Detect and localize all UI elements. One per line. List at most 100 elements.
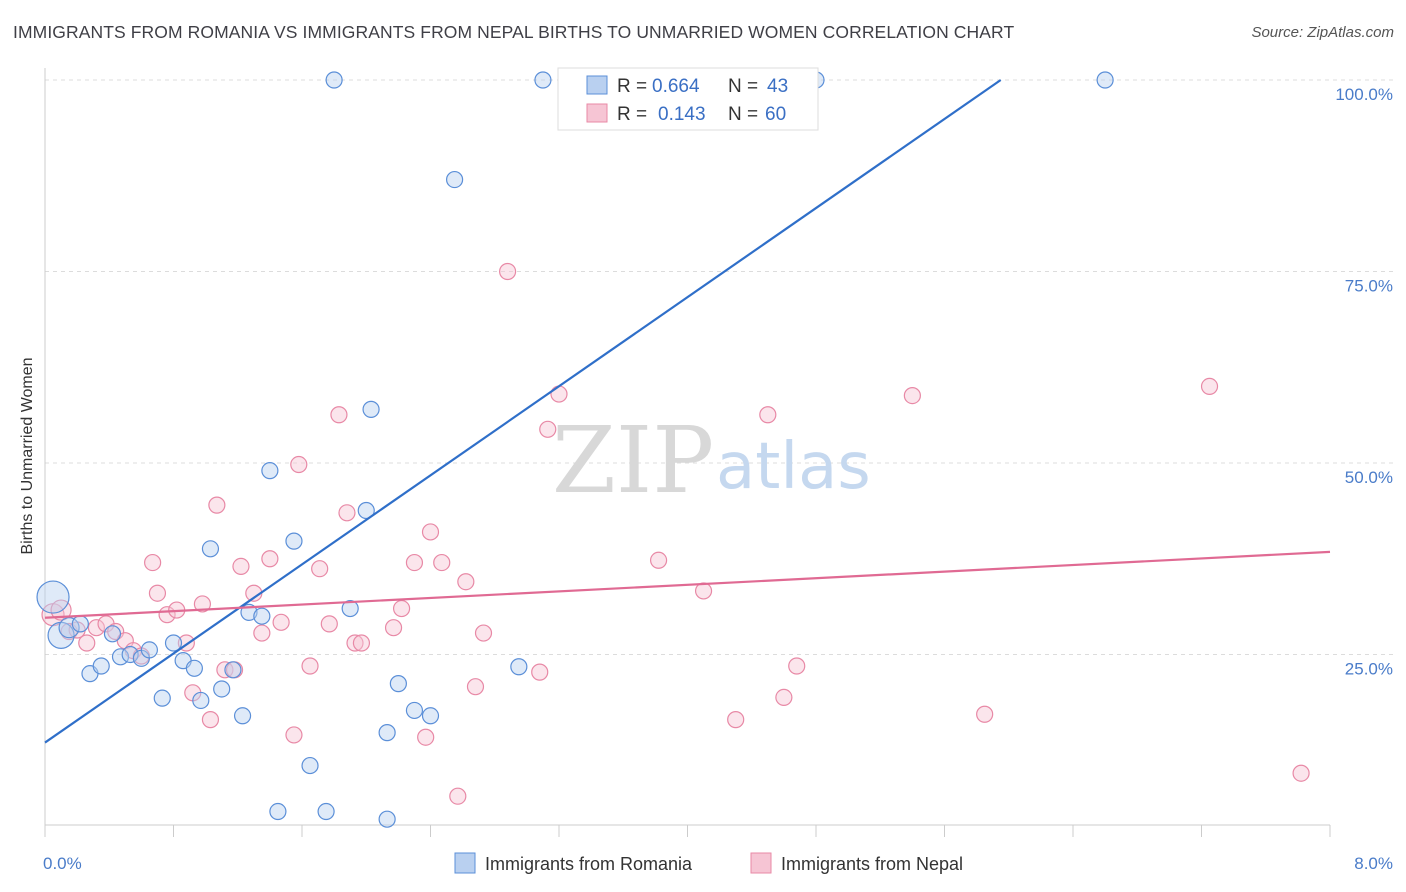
romania-n-value: 43: [767, 76, 788, 97]
romania-point: [58, 617, 80, 639]
romania-point: [317, 802, 335, 821]
nepal-point: [201, 711, 220, 729]
romania-point: [269, 802, 287, 821]
nepal-point: [311, 560, 329, 578]
axes: [44, 68, 1331, 837]
nepal-point: [550, 385, 568, 403]
x-tick-labels: 0.0% 8.0%: [43, 854, 1393, 873]
nepal-point: [433, 553, 451, 572]
romania-point: [36, 580, 70, 614]
romania-point: [261, 462, 279, 480]
nepal-n-label: N =: [728, 104, 758, 125]
romania-point: [341, 599, 359, 618]
romania-point: [185, 659, 203, 677]
zipatlas-watermark: ZIP atlas: [552, 407, 871, 514]
nepal-point: [1292, 764, 1310, 782]
y-tick-label: 25.0%: [1345, 660, 1393, 679]
nepal-point: [232, 557, 250, 576]
nepal-point: [50, 599, 72, 621]
watermark-atlas: atlas: [716, 430, 871, 504]
romania-point: [534, 71, 552, 89]
y-axis-label: Births to Unmarried Women: [19, 357, 36, 554]
romania-swatch: [586, 75, 608, 95]
romania-point: [121, 645, 139, 664]
nepal-point: [285, 726, 303, 744]
romania-point: [357, 501, 375, 520]
nepal-point: [539, 420, 557, 438]
nepal-point: [261, 550, 279, 568]
nepal-point: [474, 624, 493, 642]
nepal-point: [649, 551, 668, 569]
legend-romania-swatch: [454, 852, 476, 874]
romania-point: [253, 607, 271, 625]
nepal-point: [727, 711, 745, 729]
legend-romania-label: Immigrants from Romania: [485, 854, 693, 874]
romania-point: [510, 658, 528, 676]
watermark-zip: ZIP: [552, 407, 714, 514]
romania-point: [285, 532, 303, 550]
nepal-point: [775, 688, 793, 706]
trend-lines: [44, 79, 1331, 744]
romania-point: [192, 691, 210, 710]
romania-point: [233, 707, 252, 725]
nepal-point: [352, 634, 371, 652]
romania-point: [103, 625, 122, 643]
nepal-point: [788, 657, 806, 675]
romania-point: [362, 400, 380, 418]
nepal-n-value: 60: [765, 104, 786, 125]
source-label: Source: ZipAtlas.com: [1251, 24, 1394, 41]
nepal-point: [78, 634, 96, 652]
nepal-point: [1200, 377, 1219, 395]
romania-point: [140, 641, 159, 659]
x-tick-label: 0.0%: [43, 854, 82, 873]
romania-point: [153, 689, 171, 707]
nepal-point: [208, 496, 226, 514]
nepal-swatch: [586, 103, 608, 123]
nepal-point: [531, 663, 549, 681]
romania-point: [213, 680, 231, 698]
nepal-point: [87, 619, 106, 637]
nepal-point: [421, 523, 440, 541]
nepal-point: [759, 406, 777, 424]
nepal-point: [272, 613, 290, 631]
nepal-point: [320, 615, 338, 633]
legend-nepal-swatch: [750, 852, 772, 874]
legend-nepal-label: Immigrants from Nepal: [781, 854, 963, 874]
nepal-points: [41, 262, 1310, 805]
nepal-point: [466, 678, 485, 696]
romania-point: [405, 701, 424, 720]
romania-point: [71, 615, 89, 633]
nepal-point: [405, 553, 424, 572]
nepal-point: [193, 595, 212, 613]
romania-point: [389, 675, 407, 693]
nepal-point: [144, 553, 162, 572]
nepal-point: [290, 455, 308, 474]
romania-point: [1096, 71, 1114, 89]
romania-r-label: R =: [617, 76, 647, 97]
romania-r-value: 0.664: [652, 76, 700, 97]
series-legend: Immigrants from Romania Immigrants from …: [454, 852, 963, 874]
nepal-point: [346, 634, 364, 652]
romania-n-label: N =: [728, 76, 758, 97]
romania-point: [301, 756, 319, 775]
nepal-point: [499, 262, 517, 281]
romania-point: [325, 71, 343, 89]
nepal-point: [338, 504, 356, 522]
y-tick-label: 100.0%: [1335, 85, 1393, 104]
romania-point: [164, 634, 183, 652]
romania-point: [92, 657, 110, 675]
nepal-point: [903, 386, 921, 405]
nepal-point: [976, 705, 994, 723]
nepal-trend-line: [44, 550, 1331, 619]
chart-title: IMMIGRANTS FROM ROMANIA VS IMMIGRANTS FR…: [13, 22, 1015, 42]
nepal-point: [384, 619, 403, 637]
x-tick-label: 8.0%: [1354, 854, 1393, 873]
nepal-point: [301, 657, 319, 675]
nepal-point: [253, 624, 271, 642]
romania-point: [421, 707, 440, 725]
romania-point: [201, 540, 220, 558]
nepal-point: [457, 573, 475, 591]
y-tick-label: 75.0%: [1345, 277, 1393, 296]
romania-point: [445, 170, 464, 189]
nepal-point: [148, 584, 167, 602]
